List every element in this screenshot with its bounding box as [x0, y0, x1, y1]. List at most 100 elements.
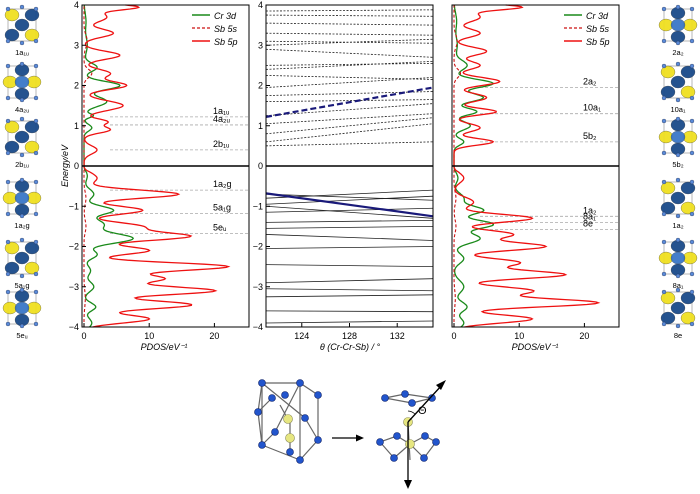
walsh-occupied-level: [265, 193, 434, 201]
left-orbital-4-atom: [33, 271, 39, 277]
right-orbital-3-label: 1a₂: [672, 221, 683, 230]
left-orbital-2-atom: [19, 116, 25, 122]
right-orbital-0-atom: [675, 4, 681, 10]
left-orbital-1: 4a₂ᵤ: [2, 61, 42, 114]
right-orbital-2: 5b₂: [658, 116, 698, 169]
right-orbital-2-atom: [661, 118, 667, 124]
walsh-occupied-level: [265, 310, 434, 313]
right-orbital-1-atom: [661, 95, 667, 101]
left-orbital-4-lobe: [4, 241, 20, 255]
right-orbital-2-atom: [689, 118, 695, 124]
right-orbital-0-atom: [661, 38, 667, 44]
left-orbital-4-label: 5a₁g: [14, 281, 29, 290]
right-orbital-4-atom: [689, 239, 695, 245]
right-orbital-4-atom: [689, 271, 695, 277]
right-orbital-1-atom: [689, 63, 695, 69]
left-orbital-0-lobe: [14, 18, 30, 32]
right-orbital-2-lobe: [670, 130, 686, 144]
left-orbital-0-atom: [19, 40, 25, 46]
left-level-label: 4a₂ᵤ: [213, 114, 231, 124]
right-level-label: 5b₂: [583, 131, 597, 141]
walsh-unoccupied-level: [265, 75, 434, 80]
left-orbital-5: 5eᵤ: [2, 287, 42, 340]
walsh-unoccupied-level: [265, 103, 434, 117]
right-orbital-1-lobe: [660, 65, 676, 79]
right-orbital-5-lobe: [670, 301, 686, 315]
walsh-x-ticks: 124 128 132: [294, 323, 405, 341]
right-x-tick-label: 10: [514, 331, 524, 341]
left-y-tick-label: 0: [74, 161, 79, 171]
left-orbital-3-atom: [19, 177, 25, 183]
walsh-y-tick-label: −4: [253, 322, 263, 332]
right-level-label: 8a₁: [583, 211, 596, 221]
left-orbital-2-atom: [33, 118, 39, 124]
right-orbital-5-atom: [689, 289, 695, 295]
walsh-y-tick-label: 0: [258, 161, 263, 171]
walsh-y-tick-label: −2: [253, 242, 263, 252]
walsh-occupied-level: [265, 195, 434, 205]
left-orbital-5-atom: [5, 289, 11, 295]
left-orbital-1-atom: [33, 95, 39, 101]
right-orbital-0-label: 2a₂: [672, 48, 683, 57]
left-orbital-4-lobe: [4, 261, 20, 275]
left-orbital-1-atom: [5, 95, 11, 101]
walsh-occupied-level: [265, 288, 434, 292]
left-orbital-1-atom: [19, 97, 25, 103]
right-orbital-1-lobe: [670, 75, 686, 89]
left-orbital-0-atom: [5, 6, 11, 12]
left-y-tick-label: −4: [69, 322, 79, 332]
angle-theta-label: Θ: [418, 405, 427, 417]
right-orbital-0: 2a₂: [658, 4, 698, 57]
left-orbital-5-lobe: [14, 301, 30, 315]
left-orbital-0-lobe: [24, 8, 40, 22]
right-orbital-5-atom: [675, 323, 681, 329]
left-orbital-3: 1a₂g: [2, 177, 42, 230]
left-orbital-0-lobe: [4, 28, 20, 42]
left-level-label: 1a₁ᵤ: [213, 106, 230, 116]
right-orbital-4-atom: [661, 271, 667, 277]
left-y-tick-label: 1: [74, 121, 79, 131]
left-orbital-0-lobe: [24, 28, 40, 42]
right-level-label: 8e: [583, 219, 593, 229]
right-orbital-5-atom: [661, 321, 667, 327]
right-orbital-thumbnails: 2a₂ 10a₁ 5b₂ 1a₂ 8a₁ 8e: [658, 4, 698, 340]
right-orbital-5-lobe: [680, 291, 696, 305]
walsh-y-tick-label: −3: [253, 282, 263, 292]
left-x-ticks: 0 10 20: [81, 323, 219, 341]
walsh-y-tick-label: 3: [258, 40, 263, 50]
left-orbital-3-label: 1a₂g: [14, 221, 29, 230]
left-orbital-0-label: 1a₁ᵤ: [15, 48, 29, 57]
left-y-tick-label: −3: [69, 282, 79, 292]
left-orbital-0-atom: [5, 38, 11, 44]
right-legend-cr3d-label: Cr 3d: [586, 11, 609, 21]
left-orbital-5-atom: [5, 321, 11, 327]
left-orbital-1-atom: [19, 61, 25, 67]
left-y-tick-label: 2: [74, 81, 79, 91]
transformation-arrow: [332, 434, 364, 442]
left-x-tick-label: 10: [144, 331, 154, 341]
walsh-y-tick-label: 4: [258, 0, 263, 10]
right-orbital-4-atom: [675, 273, 681, 279]
walsh-occupied-level: [265, 234, 434, 241]
right-orbital-3-lobe: [680, 181, 696, 195]
left-orbital-2-lobe: [24, 140, 40, 154]
right-legend: Cr 3d Sb 5s Sb 5p: [564, 11, 610, 47]
left-orbital-1-lobe: [14, 75, 30, 89]
left-orbital-2-lobe: [24, 120, 40, 134]
left-legend-sb5s-label: Sb 5s: [214, 24, 238, 34]
left-legend: Cr 3d Sb 5s Sb 5p: [192, 11, 238, 47]
left-orbital-2-atom: [5, 150, 11, 156]
right-orbital-2-label: 5b₂: [672, 160, 683, 169]
right-legend-sb5p-label: Sb 5p: [586, 37, 610, 47]
right-orbital-2-atom: [661, 150, 667, 156]
left-orbital-2-lobe: [4, 120, 20, 134]
right-orbital-1-label: 10a₁: [670, 105, 686, 114]
left-orbital-0-atom: [33, 38, 39, 44]
left-orbital-4-atom: [5, 239, 11, 245]
right-orbital-4-lobe: [670, 251, 686, 265]
left-orbital-2: 2b₁ᵤ: [4, 116, 40, 169]
left-orbital-0-lobe: [4, 8, 20, 22]
